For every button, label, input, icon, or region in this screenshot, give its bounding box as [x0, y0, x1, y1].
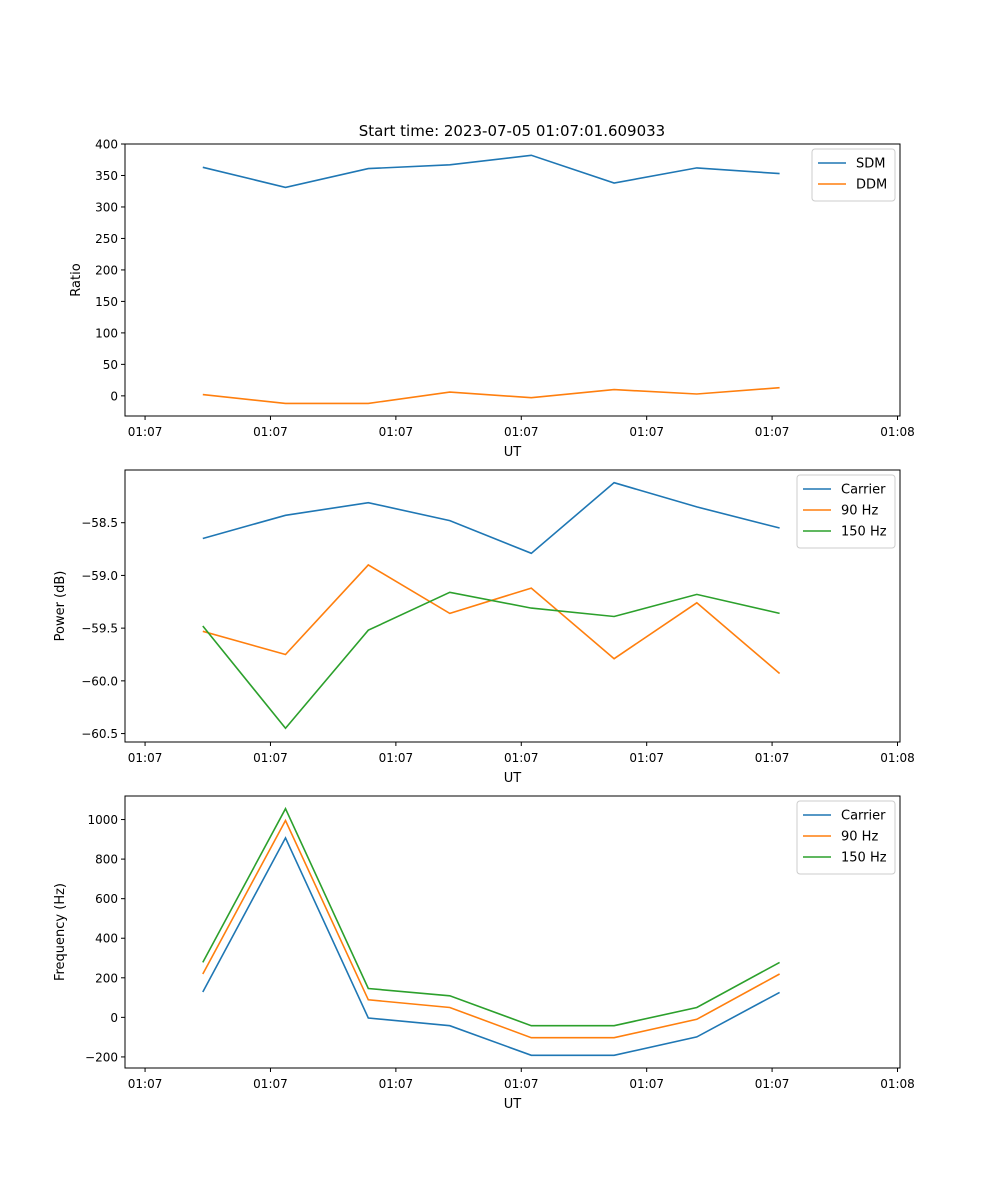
x-tick-label: 01:08 — [880, 751, 915, 765]
legend-label: SDM — [856, 157, 885, 172]
y-tick-label: 150 — [95, 295, 118, 309]
subplot-2: 01:07 01:07 01:07 01:07 01:07 01:07 01:08 −60.5… — [53, 469, 915, 786]
x-tick-label: 01:07 — [755, 751, 790, 765]
x-tick-label: 01:07 — [128, 751, 163, 765]
x-tick-label: 01:07 — [504, 425, 539, 439]
x-tick-label: 01:07 — [755, 425, 790, 439]
y-tick-label: 200 — [95, 971, 118, 985]
series-line-carrier — [202, 481, 780, 555]
legend-label: 90 Hz — [841, 830, 878, 845]
x-tick-label: 01:07 — [128, 1077, 163, 1091]
subplot-1: 01:07 01:07 01:07 01:07 01:07 01:07 01:08 0 50 10… — [69, 138, 915, 461]
y-tick-label: 250 — [95, 232, 118, 246]
axes-frame — [124, 795, 901, 1069]
y-tick-label: 200 — [95, 263, 118, 277]
legend: Carrier 90 Hz 150 Hz — [796, 800, 896, 875]
y-tick-label: 100 — [95, 326, 118, 340]
legend-label: Carrier — [841, 809, 886, 824]
x-axis-label: UT — [504, 771, 522, 786]
x-tick-label: 01:07 — [128, 425, 163, 439]
x-tick-label: 01:07 — [504, 751, 539, 765]
legend-label: 150 Hz — [841, 851, 887, 866]
y-tick-label: −59.5 — [81, 622, 118, 636]
x-tick-label: 01:08 — [880, 425, 915, 439]
y-tick-label: 50 — [103, 358, 118, 372]
series-line-90-hz — [202, 818, 780, 1039]
x-tick-label: 01:08 — [880, 1077, 915, 1091]
series-line-ddm — [202, 386, 780, 405]
legend-label: Carrier — [841, 483, 886, 498]
y-tick-label: −58.5 — [81, 516, 118, 530]
x-tick-label: 01:07 — [379, 425, 414, 439]
x-tick-label: 01:07 — [504, 1077, 539, 1091]
subplot-3: 01:07 01:07 01:07 01:07 01:07 01:07 01:08 −200 0… — [53, 795, 915, 1112]
y-axis-label: Frequency (Hz) — [53, 883, 68, 981]
legend: Carrier 90 Hz 150 Hz — [796, 474, 896, 549]
x-tick-label: 01:07 — [253, 751, 288, 765]
x-tick-label: 01:07 — [755, 1077, 790, 1091]
y-tick-label: −60.0 — [81, 674, 118, 688]
legend-label: 90 Hz — [841, 504, 878, 519]
series-line-150-hz — [202, 806, 780, 1027]
legend-label: 150 Hz — [841, 525, 887, 540]
legend-box — [796, 474, 896, 549]
y-tick-label: 800 — [95, 853, 118, 867]
axes-frame — [124, 143, 901, 417]
y-tick-label: 600 — [95, 892, 118, 906]
x-tick-label: 01:07 — [379, 751, 414, 765]
x-tick-label: 01:07 — [629, 1077, 664, 1091]
y-tick-label: 300 — [95, 200, 118, 214]
figure-title: Start time: 2023-07-05 01:07:01.609033 — [359, 122, 665, 140]
axes-frame — [124, 469, 901, 743]
series-line-carrier — [202, 836, 780, 1057]
y-tick-label: −59.0 — [81, 569, 118, 583]
y-tick-label: 0 — [110, 389, 118, 403]
series-line-150-hz — [202, 591, 780, 730]
x-axis-label: UT — [504, 1097, 522, 1112]
y-axis-label: Power (dB) — [53, 571, 68, 642]
x-tick-label: 01:07 — [253, 425, 288, 439]
x-axis-label: UT — [504, 445, 522, 460]
x-tick-label: 01:07 — [629, 751, 664, 765]
y-tick-label: 350 — [95, 169, 118, 183]
y-tick-label: 0 — [110, 1011, 118, 1025]
legend-label: DDM — [856, 178, 887, 193]
y-tick-label: −200 — [85, 1050, 118, 1064]
y-tick-label: 400 — [95, 138, 118, 152]
x-tick-label: 01:07 — [379, 1077, 414, 1091]
x-tick-label: 01:07 — [629, 425, 664, 439]
x-tick-label: 01:07 — [253, 1077, 288, 1091]
legend: SDM DDM — [811, 148, 896, 202]
y-tick-label: 400 — [95, 932, 118, 946]
y-tick-label: −60.5 — [81, 727, 118, 741]
y-tick-label: 1000 — [87, 813, 118, 827]
legend-box — [796, 800, 896, 875]
series-line-90-hz — [202, 563, 781, 675]
y-axis-label: Ratio — [69, 263, 84, 296]
legend-box — [811, 148, 896, 202]
series-line-sdm — [202, 154, 780, 189]
